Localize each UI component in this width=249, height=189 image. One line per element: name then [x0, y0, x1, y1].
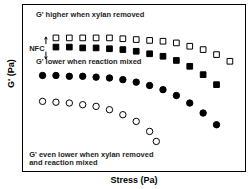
svg-text:G' even lower when xylan remov: G' even lower when xylan removedand reac… — [29, 150, 154, 168]
svg-text:Stress (Pa): Stress (Pa) — [110, 175, 157, 185]
svg-text:G' higher when xylan removed: G' higher when xylan removed — [36, 10, 145, 19]
svg-text:G' lower when reaction mixed: G' lower when reaction mixed — [36, 57, 142, 66]
svg-text:G' (Pa): G' (Pa) — [6, 59, 16, 88]
svg-text:NFC: NFC — [29, 44, 45, 53]
